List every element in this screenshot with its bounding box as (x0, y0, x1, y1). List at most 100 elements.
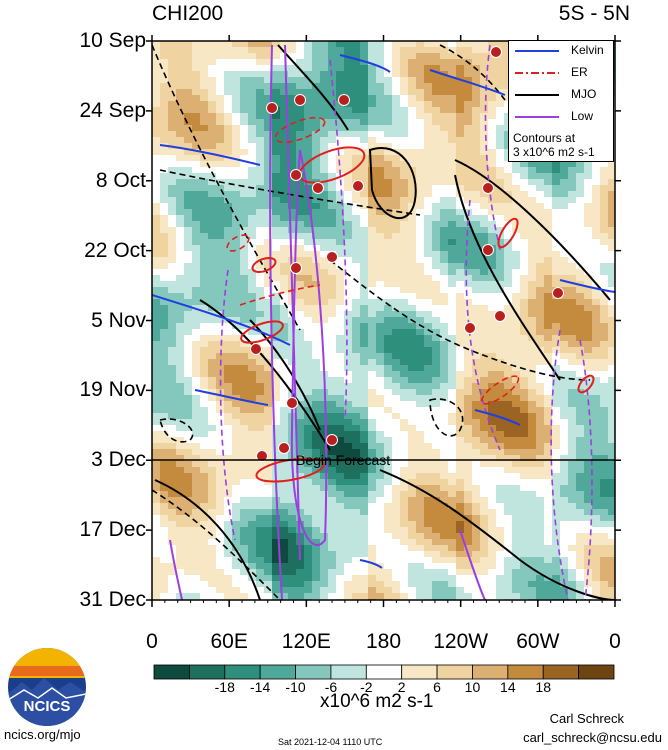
field-cell (440, 581, 448, 587)
field-cell (264, 377, 272, 383)
field-cell (448, 227, 456, 233)
y-tick-label: 3 Dec (91, 448, 146, 472)
field-cell (232, 197, 240, 203)
field-cell (256, 563, 264, 569)
field-cell (304, 395, 312, 401)
field-cell (568, 491, 576, 497)
field-cell (384, 587, 392, 593)
field-cell (480, 425, 488, 431)
field-cell (448, 209, 456, 215)
field-cell (512, 389, 520, 395)
field-cell (456, 449, 464, 455)
field-cell (336, 197, 344, 203)
field-cell (280, 461, 288, 467)
field-cell (296, 293, 304, 299)
field-cell (352, 437, 360, 443)
footer-email[interactable]: carl_schreck@ncsu.edu (523, 730, 662, 745)
field-cell (472, 185, 480, 191)
field-cell (464, 275, 472, 281)
field-cell (256, 425, 264, 431)
field-cell (520, 317, 528, 323)
field-cell (408, 71, 416, 77)
field-cell (528, 347, 536, 353)
field-cell (472, 215, 480, 221)
field-cell (360, 443, 368, 449)
field-cell (168, 287, 176, 293)
field-cell (336, 89, 344, 95)
field-cell (160, 353, 168, 359)
field-cell (304, 59, 312, 65)
footer-url[interactable]: ncics.org/mjo (4, 727, 81, 742)
field-cell (480, 179, 488, 185)
field-cell (336, 515, 344, 521)
field-cell (376, 185, 384, 191)
field-cell (152, 593, 160, 599)
field-cell (352, 365, 360, 371)
field-cell (216, 491, 224, 497)
field-cell (304, 425, 312, 431)
field-cell (216, 275, 224, 281)
field-cell (296, 143, 304, 149)
field-cell (288, 479, 296, 485)
field-cell (392, 197, 400, 203)
field-cell (184, 563, 192, 569)
colorbar-label: -2 (360, 679, 373, 695)
field-cell (288, 329, 296, 335)
field-cell (392, 203, 400, 209)
field-cell (272, 503, 280, 509)
field-cell (240, 533, 248, 539)
field-cell (552, 551, 560, 557)
field-cell (368, 215, 376, 221)
field-cell (600, 341, 608, 347)
field-cell (584, 455, 592, 461)
field-cell (360, 317, 368, 323)
field-cell (528, 575, 536, 581)
field-cell (296, 125, 304, 131)
field-cell (536, 581, 544, 587)
field-cell (272, 203, 280, 209)
field-cell (312, 107, 320, 113)
field-cell (280, 311, 288, 317)
field-cell (536, 569, 544, 575)
field-cell (376, 395, 384, 401)
field-cell (224, 119, 232, 125)
field-cell (376, 215, 384, 221)
field-cell (416, 503, 424, 509)
colorbar-swatch (365, 664, 403, 680)
field-cell (360, 407, 368, 413)
field-cell (248, 425, 256, 431)
field-cell (448, 71, 456, 77)
field-cell (432, 521, 440, 527)
field-cell (344, 107, 352, 113)
field-cell (312, 47, 320, 53)
field-cell (336, 293, 344, 299)
field-cell (608, 377, 615, 383)
field-cell (328, 503, 336, 509)
field-cell (376, 173, 384, 179)
field-cell (488, 77, 496, 83)
field-cell (392, 359, 400, 365)
field-cell (352, 167, 360, 173)
ncics-logo[interactable]: NCICS (8, 648, 86, 726)
field-cell (512, 515, 520, 521)
field-cell (160, 323, 168, 329)
field-cell (528, 539, 536, 545)
field-cell (240, 413, 248, 419)
field-cell (256, 437, 264, 443)
field-cell (184, 317, 192, 323)
field-cell (352, 245, 360, 251)
field-cell (232, 77, 240, 83)
field-cell (408, 503, 416, 509)
field-cell (160, 41, 168, 47)
field-cell (216, 125, 224, 131)
field-cell (384, 173, 392, 179)
field-cell (568, 575, 576, 581)
field-cell (200, 293, 208, 299)
field-cell (528, 287, 536, 293)
field-cell (608, 305, 615, 311)
field-cell (440, 89, 448, 95)
field-cell (176, 215, 184, 221)
field-cell (336, 119, 344, 125)
field-cell (248, 173, 256, 179)
field-cell (408, 395, 416, 401)
